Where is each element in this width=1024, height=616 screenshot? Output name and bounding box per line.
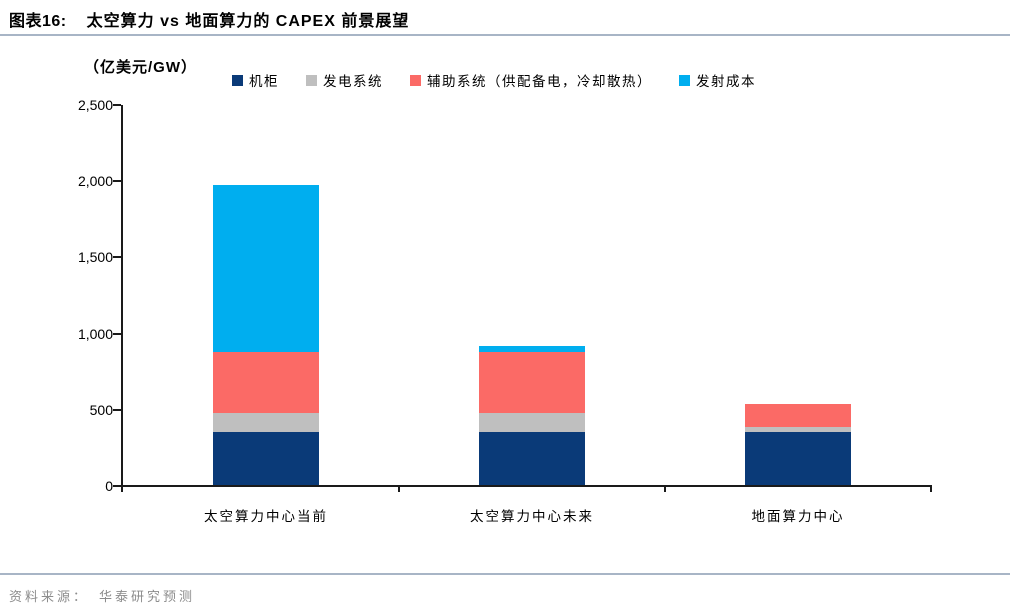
chart-header: 图表16: 太空算力 vs 地面算力的 CAPEX 前景展望 xyxy=(9,7,409,31)
y-axis-line xyxy=(121,105,123,487)
y-axis-tick xyxy=(113,332,121,335)
y-axis-tick xyxy=(113,256,121,259)
footer-divider-line xyxy=(0,573,1010,575)
y-tick-label: 1,000 xyxy=(77,325,113,342)
y-tick-label: 0 xyxy=(105,478,113,494)
bar-segment xyxy=(213,184,319,353)
bar-segment xyxy=(479,346,585,353)
title-divider-line xyxy=(0,34,1010,36)
page-title: 太空算力 vs 地面算力的 CAPEX 前景展望 xyxy=(86,13,410,30)
source-note: 资料来源： 华泰研究预测 xyxy=(9,586,195,605)
y-tick-label: 2,500 xyxy=(77,97,113,113)
legend-swatch-launch-cost xyxy=(679,74,690,86)
y-tick-label: 1,500 xyxy=(77,249,113,266)
chart-legend: 机柜 发电系统 辅助系统（供配备电，冷却散热） 发射成本 xyxy=(232,70,756,90)
legend-swatch-auxiliary-system xyxy=(410,74,421,86)
x-label-space-future: 太空算力中心未来 xyxy=(470,509,594,524)
legend-item-launch-cost: 发射成本 xyxy=(679,70,756,90)
source-label: 资料来源： xyxy=(9,589,90,604)
source-text: 华泰研究预测 xyxy=(99,589,196,604)
bar-segment xyxy=(213,413,319,432)
legend-item-power-system: 发电系统 xyxy=(306,70,383,90)
bar-segment xyxy=(213,352,319,414)
legend-swatch-cabinet xyxy=(232,74,243,86)
legend-label-power-system: 发电系统 xyxy=(323,74,383,89)
x-axis-tick xyxy=(121,485,123,492)
bar-segment xyxy=(479,413,585,432)
legend-label-auxiliary-system: 辅助系统（供配备电，冷却散热） xyxy=(427,74,652,89)
bar-segment xyxy=(745,431,851,485)
y-axis-tick xyxy=(113,104,121,106)
y-axis-tick xyxy=(113,485,121,487)
legend-item-cabinet: 机柜 xyxy=(232,70,279,90)
y-tick-label: 500 xyxy=(89,401,113,418)
bar-segment xyxy=(213,431,319,485)
figure-number: 图表16: xyxy=(9,13,67,30)
bar-segment xyxy=(479,352,585,414)
legend-label-cabinet: 机柜 xyxy=(249,74,279,89)
x-label-space-current: 太空算力中心当前 xyxy=(204,509,328,524)
y-axis-tick xyxy=(113,408,121,411)
x-axis-tick xyxy=(664,485,666,492)
x-axis-line xyxy=(121,485,932,487)
legend-label-launch-cost: 发射成本 xyxy=(696,74,756,89)
bar-segment xyxy=(479,431,585,485)
x-axis-tick xyxy=(930,485,932,492)
y-axis-tick xyxy=(113,180,121,183)
y-tick-label: 2,000 xyxy=(77,173,113,190)
legend-item-auxiliary-system: 辅助系统（供配备电，冷却散热） xyxy=(410,70,652,90)
bar-segment xyxy=(745,427,851,432)
bar-segment xyxy=(745,404,851,428)
y-axis-unit-label: （亿美元/GW） xyxy=(84,59,197,76)
x-axis-tick xyxy=(398,485,400,492)
x-label-ground: 地面算力中心 xyxy=(751,509,845,524)
legend-swatch-power-system xyxy=(306,74,317,86)
plot-area xyxy=(113,104,932,492)
